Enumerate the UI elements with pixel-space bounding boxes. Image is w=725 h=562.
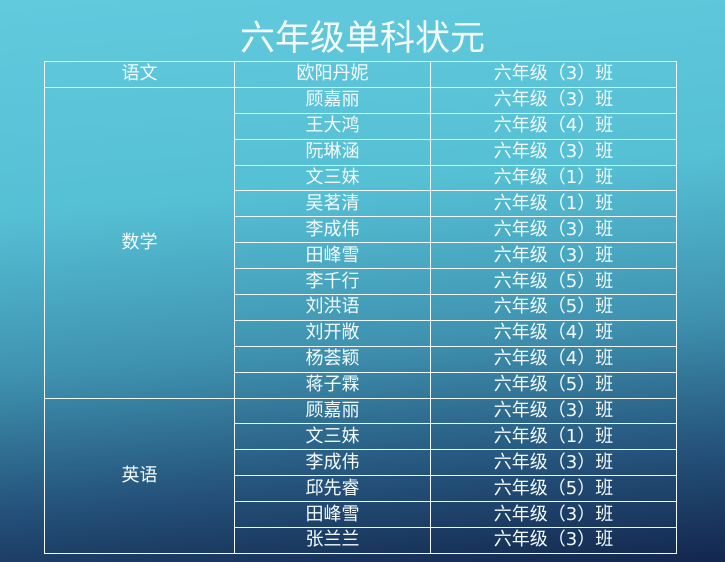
student-name-cell: 刘洪语 bbox=[234, 294, 431, 321]
student-name-cell: 欧阳丹妮 bbox=[234, 61, 431, 88]
student-name-cell: 田峰雪 bbox=[234, 501, 431, 529]
student-name-cell: 李成伟 bbox=[234, 449, 431, 477]
table-row: 李成伟 六年级（3）班 bbox=[45, 216, 677, 244]
table-row: 吴茗清 六年级（1）班 bbox=[45, 190, 677, 218]
student-name-cell: 顾嘉丽 bbox=[234, 86, 431, 114]
table-row: 语文 欧阳丹妮 六年级（3）班 bbox=[44, 61, 677, 88]
table-row: 王大鸿 六年级（4）班 bbox=[45, 112, 677, 140]
class-cell: 六年级（3）班 bbox=[430, 138, 677, 166]
student-name-cell: 吴茗清 bbox=[234, 190, 431, 218]
class-cell: 六年级（3）班 bbox=[430, 61, 677, 88]
student-name-cell: 李千行 bbox=[234, 268, 431, 296]
class-cell: 六年级（4）班 bbox=[430, 345, 677, 373]
student-name-cell: 邱先睿 bbox=[234, 475, 431, 503]
class-cell: 六年级（3）班 bbox=[430, 527, 677, 554]
subject-cell: 数学 bbox=[44, 86, 235, 399]
class-cell: 六年级（1）班 bbox=[430, 423, 677, 451]
table-row: 田峰雪 六年级（3）班 bbox=[45, 501, 677, 529]
student-name-cell: 杨荟颖 bbox=[234, 345, 431, 373]
student-name-cell: 张兰兰 bbox=[234, 527, 431, 554]
table-row: 田峰雪 六年级（3）班 bbox=[45, 242, 677, 270]
class-cell: 六年级（5）班 bbox=[430, 294, 677, 321]
class-cell: 六年级（5）班 bbox=[430, 475, 677, 503]
class-cell: 六年级（3）班 bbox=[430, 501, 677, 529]
student-name-cell: 顾嘉丽 bbox=[234, 397, 431, 425]
class-cell: 六年级（1）班 bbox=[430, 190, 677, 218]
student-name-cell: 王大鸿 bbox=[234, 112, 431, 140]
table-row: 李千行 六年级（5）班 bbox=[45, 268, 677, 296]
class-cell: 六年级（4）班 bbox=[430, 112, 677, 140]
table-row: 数学 顾嘉丽 六年级（3）班 bbox=[44, 86, 677, 399]
table-row: 李成伟 六年级（3）班 bbox=[45, 449, 677, 477]
student-name-cell: 阮琳涵 bbox=[234, 138, 431, 166]
table-row: 刘洪语 六年级（5）班 bbox=[45, 294, 677, 321]
class-cell: 六年级（1）班 bbox=[430, 164, 677, 192]
class-cell: 六年级（3）班 bbox=[430, 449, 677, 477]
class-cell: 六年级（5）班 bbox=[430, 268, 677, 296]
class-cell: 六年级（4）班 bbox=[430, 319, 677, 347]
top-students-table: 语文 欧阳丹妮 六年级（3）班 数学 顾嘉丽 六年级（3）班 王大鸿 六年级（4）班 阮琳涵 六年… bbox=[44, 61, 677, 554]
class-cell: 六年级（3）班 bbox=[430, 397, 677, 425]
student-name-cell: 文三妹 bbox=[234, 423, 431, 451]
student-name-cell: 蒋子霖 bbox=[234, 371, 431, 399]
class-cell: 六年级（3）班 bbox=[430, 86, 677, 114]
class-cell: 六年级（5）班 bbox=[430, 371, 677, 399]
class-cell: 六年级（3）班 bbox=[430, 216, 677, 244]
table-row: 邱先睿 六年级（5）班 bbox=[45, 475, 677, 503]
student-name-cell: 刘开敞 bbox=[234, 319, 431, 347]
table-row: 阮琳涵 六年级（3）班 bbox=[45, 138, 677, 166]
table-row: 张兰兰 六年级（3）班 bbox=[45, 527, 677, 554]
table-row: 杨荟颖 六年级（4）班 bbox=[45, 345, 677, 373]
student-name-cell: 田峰雪 bbox=[234, 242, 431, 270]
table-row: 文三妹 六年级（1）班 bbox=[45, 423, 677, 451]
class-cell: 六年级（3）班 bbox=[430, 242, 677, 270]
subject-cell: 英语 bbox=[44, 397, 235, 554]
page-title: 六年级单科状元 bbox=[239, 19, 485, 59]
student-name-cell: 文三妹 bbox=[234, 164, 431, 192]
table-row: 文三妹 六年级（1）班 bbox=[45, 164, 677, 192]
student-name-cell: 李成伟 bbox=[234, 216, 431, 244]
table-row: 英语 顾嘉丽 六年级（3）班 bbox=[44, 397, 677, 554]
subject-cell: 语文 bbox=[44, 61, 235, 88]
